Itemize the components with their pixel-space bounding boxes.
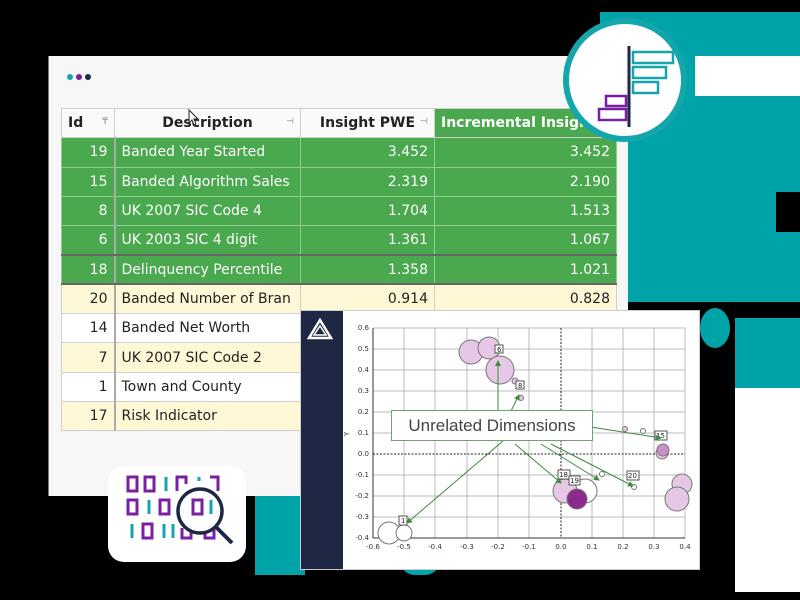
cell-incremental: 1.021 bbox=[434, 254, 617, 286]
point-label: 19 bbox=[570, 477, 579, 485]
y-tick: 0.4 bbox=[358, 366, 370, 374]
y-tick: -0.2 bbox=[355, 492, 369, 500]
y-tick: -0.3 bbox=[355, 513, 369, 521]
table-row[interactable]: 19 Banded Year Started 3.452 3.452 bbox=[61, 137, 617, 168]
cell-id: 19 bbox=[61, 137, 116, 168]
pin-icon[interactable]: ⊣ bbox=[420, 117, 428, 127]
bg-teal-shape-right bbox=[735, 318, 800, 388]
dot-teal bbox=[67, 74, 73, 80]
table-row[interactable]: 18 Delinquency Percentile 1.358 1.021 bbox=[61, 254, 617, 286]
x-tick: 0.0 bbox=[555, 543, 566, 551]
x-tick: -0.6 bbox=[366, 543, 380, 551]
cell-id: 1 bbox=[61, 371, 116, 402]
cell-description: Banded Number of Bran bbox=[114, 283, 301, 315]
point-label: 15 bbox=[656, 432, 665, 440]
binary-data-search-icon bbox=[126, 475, 234, 545]
cell-id: 14 bbox=[61, 313, 116, 344]
column-header-insight-pwe[interactable]: Insight PWE ⊣ bbox=[300, 107, 435, 139]
point-label: 20 bbox=[628, 472, 637, 480]
bg-teal-circle bbox=[700, 308, 730, 348]
cell-insight-pwe: 1.361 bbox=[300, 225, 435, 256]
bg-white-block-2 bbox=[735, 388, 800, 592]
binary-search-card bbox=[108, 466, 246, 562]
cell-id: 15 bbox=[61, 166, 116, 197]
x-tick: -0.3 bbox=[460, 543, 474, 551]
cell-description: Banded Net Worth bbox=[114, 313, 301, 344]
x-tick: -0.5 bbox=[397, 543, 411, 551]
column-header-description[interactable]: Description ⊣ bbox=[114, 107, 301, 139]
cell-incremental: 1.513 bbox=[434, 195, 617, 227]
cell-id: 8 bbox=[61, 195, 116, 227]
x-tick: 0.2 bbox=[617, 543, 628, 551]
y-tick: 0.2 bbox=[358, 408, 369, 416]
table-row[interactable]: 6 UK 2003 SIC 4 digit 1.361 1.067 bbox=[61, 225, 617, 256]
bg-white-block bbox=[695, 56, 800, 96]
cell-incremental: 1.067 bbox=[434, 225, 617, 256]
cell-insight-pwe: 1.358 bbox=[300, 254, 435, 286]
y-tick: 0.5 bbox=[358, 345, 369, 353]
x-tick: -0.1 bbox=[522, 543, 536, 551]
pin-icon[interactable]: ₸ bbox=[102, 117, 108, 127]
column-header-id[interactable]: Id ₸ bbox=[61, 107, 115, 139]
cell-incremental: 3.452 bbox=[434, 137, 617, 168]
cell-id: 17 bbox=[61, 400, 116, 432]
cell-description: UK 2007 SIC Code 4 bbox=[114, 195, 301, 227]
cell-description: Banded Year Started bbox=[114, 137, 301, 168]
y-tick: 0.1 bbox=[358, 429, 369, 437]
dot-navy bbox=[85, 74, 91, 80]
cell-description: Banded Algorithm Sales bbox=[114, 166, 301, 197]
y-tick: -0.1 bbox=[355, 471, 369, 479]
y-axis-label: Y bbox=[343, 431, 351, 437]
cell-id: 20 bbox=[61, 283, 116, 315]
x-tick: 0.4 bbox=[679, 543, 691, 551]
dot-purple bbox=[76, 74, 82, 80]
cell-id: 18 bbox=[61, 254, 116, 286]
cell-description: Delinquency Percentile bbox=[114, 254, 301, 286]
y-tick: 0.6 bbox=[358, 324, 370, 332]
chart-sidebar bbox=[301, 311, 343, 569]
horizontal-bar-chart-icon bbox=[597, 46, 675, 127]
logo-triangle-icon bbox=[306, 317, 334, 340]
cell-incremental: 0.828 bbox=[434, 283, 617, 315]
point-label: 1 bbox=[401, 517, 405, 525]
x-tick: 0.3 bbox=[648, 543, 659, 551]
bubble-scatter-chart: 0.6 0.5 0.4 0.3 0.2 0.1 0.0 -0.1 -0.2 -0… bbox=[343, 324, 693, 551]
x-tick: -0.2 bbox=[491, 543, 505, 551]
y-tick: -0.4 bbox=[355, 534, 369, 542]
cursor-icon bbox=[188, 108, 200, 126]
window-dots bbox=[67, 74, 91, 80]
x-tick: 0.1 bbox=[586, 543, 597, 551]
cell-id: 7 bbox=[61, 342, 116, 373]
cell-id: 6 bbox=[61, 225, 116, 256]
cell-insight-pwe: 2.319 bbox=[300, 166, 435, 197]
cell-description: Town and County bbox=[114, 371, 301, 402]
cell-insight-pwe: 1.704 bbox=[300, 195, 435, 227]
table-header-row: Id ₸ Description ⊣ Insight PWE ⊣ Incrementa… bbox=[61, 107, 617, 139]
x-tick: -0.4 bbox=[428, 543, 442, 551]
cell-description: Risk Indicator bbox=[114, 400, 301, 432]
cell-insight-pwe: 0.914 bbox=[300, 283, 435, 315]
cell-description: UK 2003 SIC 4 digit bbox=[114, 225, 301, 256]
point-label: 6 bbox=[497, 346, 502, 354]
unrelated-dimensions-callout: Unrelated Dimensions bbox=[391, 410, 593, 441]
bubble-chart-panel: 0.6 0.5 0.4 0.3 0.2 0.1 0.0 -0.1 -0.2 -0… bbox=[300, 310, 700, 570]
bg-black-block bbox=[776, 192, 800, 232]
pin-icon[interactable]: ⊣ bbox=[286, 117, 294, 127]
bar-chart-badge bbox=[563, 18, 687, 142]
table-row[interactable]: 20 Banded Number of Bran 0.914 0.828 bbox=[61, 283, 617, 315]
cell-insight-pwe: 3.452 bbox=[300, 137, 435, 168]
cell-incremental: 2.190 bbox=[434, 166, 617, 197]
table-row[interactable]: 15 Banded Algorithm Sales 2.319 2.190 bbox=[61, 166, 617, 197]
y-tick: 0.3 bbox=[358, 387, 369, 395]
bg-teal-shape-bottom bbox=[255, 490, 305, 575]
y-tick: 0.0 bbox=[358, 450, 369, 458]
point-label: 8 bbox=[518, 382, 522, 390]
point-label: 18 bbox=[559, 471, 568, 479]
cell-description: UK 2007 SIC Code 2 bbox=[114, 342, 301, 373]
table-row[interactable]: 8 UK 2007 SIC Code 4 1.704 1.513 bbox=[61, 195, 617, 227]
